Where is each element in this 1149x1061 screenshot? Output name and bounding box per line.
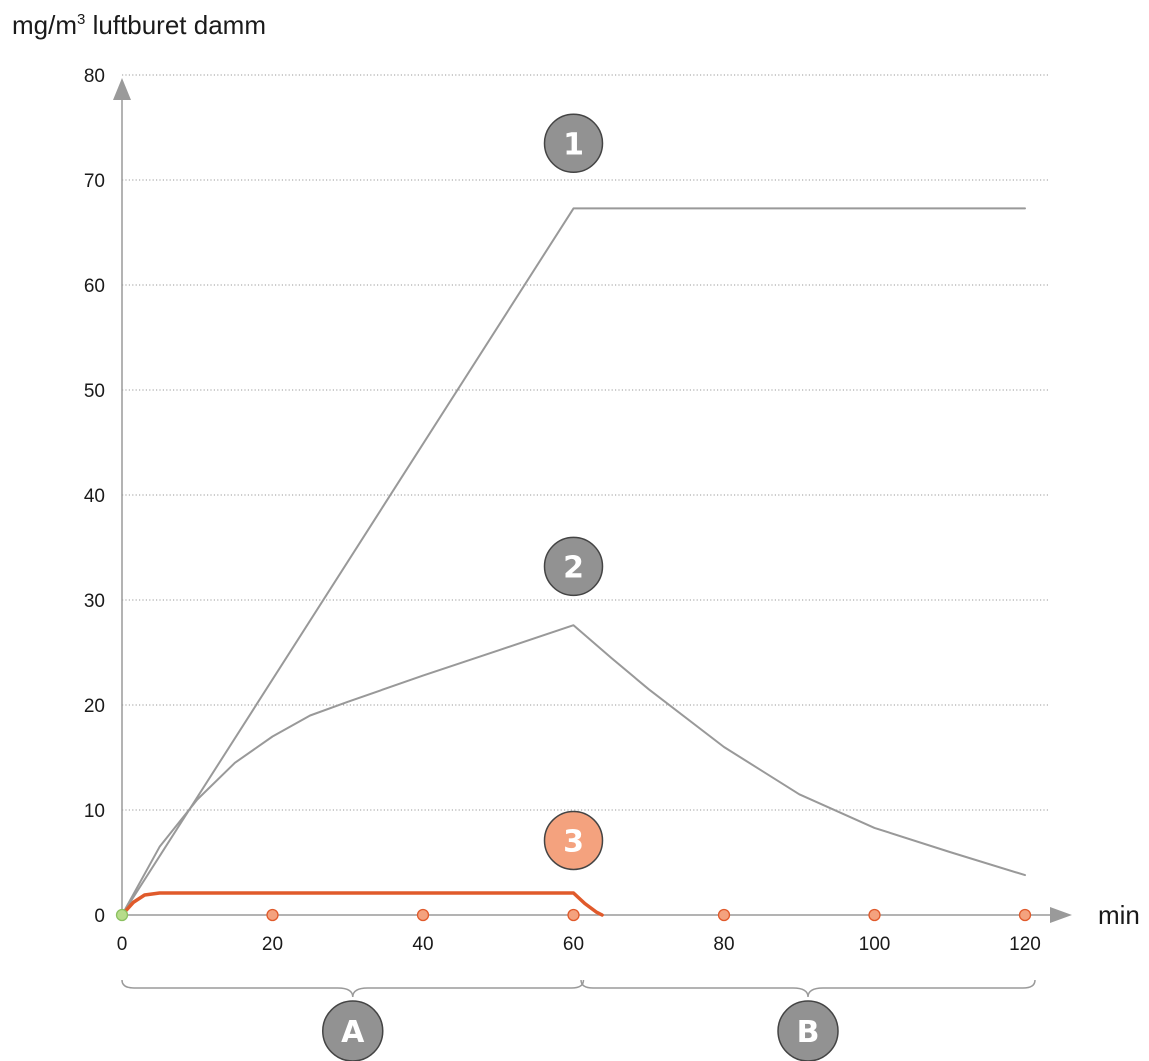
x-marker-dot xyxy=(868,908,881,922)
range-badge-B: B xyxy=(777,1000,839,1061)
series-badge-circle xyxy=(543,536,604,597)
series-line-2 xyxy=(121,624,1026,916)
series-badge-label: 2 xyxy=(563,550,584,585)
series-group xyxy=(120,207,1026,917)
series-line-1 xyxy=(121,207,1026,916)
y-axis-arrow xyxy=(113,78,131,100)
y-tick-label: 20 xyxy=(84,696,105,717)
x-tick-label: 100 xyxy=(859,934,891,955)
range-badge-circle xyxy=(322,1000,384,1061)
x-tick-label: 80 xyxy=(713,934,734,955)
axes xyxy=(113,78,1072,923)
y-tick-label: 60 xyxy=(84,276,105,297)
series-badges: 1 2 3 xyxy=(543,113,604,871)
series-badge-1: 1 xyxy=(543,113,604,173)
x-axis-label: min xyxy=(1098,900,1140,930)
y-axis-title: mg/m3 luftburet damm xyxy=(12,10,266,40)
y-tick-label: 10 xyxy=(84,801,105,822)
x-tick-label: 20 xyxy=(262,934,283,955)
gridlines xyxy=(122,74,1050,811)
origin-dot xyxy=(115,908,129,922)
y-tick-label: 80 xyxy=(84,66,105,87)
range-badge-label: B xyxy=(797,1015,820,1050)
y-tick-label: 30 xyxy=(84,591,105,612)
series-badge-2: 2 xyxy=(543,536,604,597)
x-marker-dot xyxy=(1018,908,1032,922)
y-tick-label: 40 xyxy=(84,486,105,507)
series-badge-circle xyxy=(543,113,604,173)
series-badge-label: 3 xyxy=(563,824,584,859)
range-brace-B xyxy=(580,979,1036,998)
x-marker-dot xyxy=(416,908,430,922)
x-marker-dot xyxy=(567,908,580,922)
tick-labels: 0 10 20 30 40 50 60 70 80 0 20 40 60 80 100 120 xyxy=(84,66,1041,955)
range-badge-circle xyxy=(777,1000,839,1061)
x-tick-label: 120 xyxy=(1009,934,1041,955)
x-marker-dot xyxy=(717,908,731,922)
range-badge-label: A xyxy=(341,1015,365,1050)
x-marker-dot xyxy=(266,908,279,922)
series-badge-3: 3 xyxy=(543,810,604,871)
series-badge-circle xyxy=(543,810,604,871)
series-badge-label: 1 xyxy=(563,127,584,162)
y-tick-label: 70 xyxy=(84,171,105,192)
range-brace-A xyxy=(121,979,585,998)
x-tick-label: 60 xyxy=(563,934,584,955)
x-tick-label: 0 xyxy=(117,934,128,955)
y-tick-label: 50 xyxy=(84,381,105,402)
series-line-3 xyxy=(120,891,604,917)
x-axis-arrow xyxy=(1050,907,1072,923)
x-markers xyxy=(115,908,1032,922)
range-badge-A: A xyxy=(322,1000,384,1061)
x-tick-label: 40 xyxy=(412,934,433,955)
y-tick-label: 0 xyxy=(94,906,105,927)
